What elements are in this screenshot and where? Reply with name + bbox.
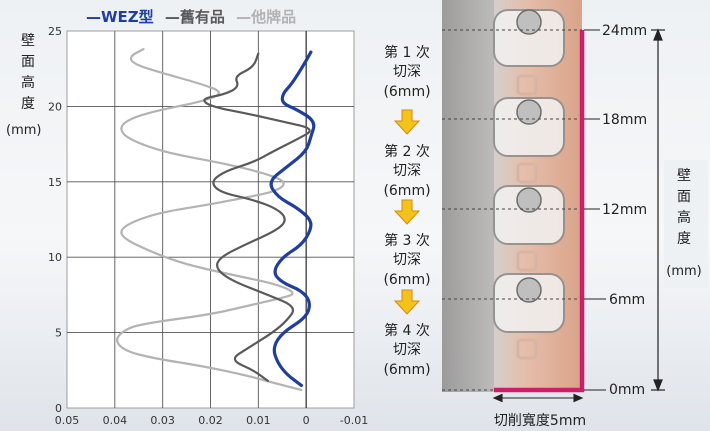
insert-screws	[516, 9, 542, 303]
x-tick-label: 0	[303, 414, 310, 427]
y-axis: 0 5 10 15 20 25	[48, 25, 62, 415]
series-line-other	[116, 48, 303, 391]
series-line-old	[203, 52, 311, 382]
tool-overlay	[442, 0, 494, 392]
side-label-bg	[664, 160, 708, 288]
side-axis-title: 壁 面 高 度	[677, 168, 691, 247]
y-title-char: 面	[21, 54, 35, 70]
y-title-char: 高	[21, 74, 35, 91]
step-3-line-2: 切深	[393, 252, 421, 268]
down-arrow-icon	[393, 289, 421, 315]
x-tick-label: 0.02	[198, 414, 223, 427]
step-2-line-3: (6mm)	[383, 183, 430, 199]
series-lines	[116, 48, 316, 391]
x-tick-label: 0.03	[150, 414, 175, 427]
x-tick-label: 0.04	[103, 414, 128, 427]
side-axis-unit: (mm)	[666, 264, 701, 279]
step-2-line-2: 切深	[393, 163, 421, 179]
down-arrow-icon	[393, 109, 421, 135]
side-title-char: 面	[677, 189, 691, 205]
y-tick-label: 15	[48, 176, 62, 189]
legend-dash-other: —	[236, 8, 251, 26]
step-2-line-1: 第 2 次	[384, 143, 430, 160]
step-4-line-3: (6mm)	[383, 362, 430, 378]
y-tick-label: 5	[55, 327, 62, 340]
step-4-line-1: 第 4 次	[384, 322, 430, 339]
legend-other: 他牌品	[250, 8, 296, 26]
side-title-char: 度	[677, 231, 691, 247]
legend: —WEZ型 —舊有品 —他牌品	[86, 8, 296, 26]
wall-height-dimension	[651, 28, 665, 392]
legend-dash-old: —	[165, 8, 180, 26]
wall-line	[494, 30, 585, 393]
width-label: 切削寬度5mm	[494, 412, 586, 429]
x-tick-label: 0.05	[55, 414, 80, 427]
step-1-line-1: 第 1 次	[384, 44, 430, 61]
legend-old: 舊有品	[180, 8, 225, 26]
level-label: 6mm	[609, 292, 645, 308]
step-arrows	[393, 109, 421, 315]
x-tick-label: 0.01	[246, 414, 271, 427]
step-3-line-3: (6mm)	[383, 272, 430, 288]
step-1-line-3: (6mm)	[383, 84, 430, 100]
y-tick-label: 0	[55, 402, 62, 415]
legend-dash-wez: —	[86, 8, 101, 26]
step-4-line-2: 切深	[393, 342, 421, 358]
y-title-char: 壁	[21, 33, 35, 49]
step-labels: 第 1 次 切深 (6mm) 第 2 次 切深 (6mm) 第 3 次 切深 (…	[383, 44, 430, 378]
series-line-wez	[269, 50, 316, 387]
level-label: 12mm	[602, 202, 647, 218]
level-ticks	[584, 29, 606, 391]
level-label: 24mm	[602, 23, 647, 39]
side-title-char: 壁	[677, 168, 691, 184]
level-label: 18mm	[602, 112, 647, 128]
step-1-line-2: 切深	[393, 64, 421, 80]
level-label: 0mm	[609, 382, 645, 398]
insert-logos	[516, 74, 538, 360]
y-tick-label: 25	[48, 25, 62, 38]
down-arrow-icon	[393, 199, 421, 225]
tool-inserts	[493, 9, 565, 333]
side-title-char: 高	[677, 209, 691, 226]
legend-wez: WEZ型	[101, 8, 154, 26]
y-tick-label: 10	[48, 251, 62, 264]
x-axis: 0.05 0.04 0.03 0.02 0.01 0 -0.01	[55, 414, 368, 427]
y-axis-unit: (mm)	[6, 123, 41, 138]
width-dimension	[492, 393, 584, 403]
y-axis-title: 壁 面 高 度	[21, 33, 35, 112]
level-labels: 24mm 18mm 12mm 6mm 0mm	[602, 23, 647, 398]
x-tick-label: -0.01	[340, 414, 368, 427]
y-tick-label: 20	[48, 100, 62, 113]
y-title-char: 度	[21, 96, 35, 112]
cutting-depth-diagram: 壁 面 高 度 (mm) 24mm 18mm 12mm 6mm 0mm 切削寬度…	[383, 0, 708, 429]
step-3-line-1: 第 3 次	[384, 232, 430, 249]
grid	[67, 31, 354, 408]
